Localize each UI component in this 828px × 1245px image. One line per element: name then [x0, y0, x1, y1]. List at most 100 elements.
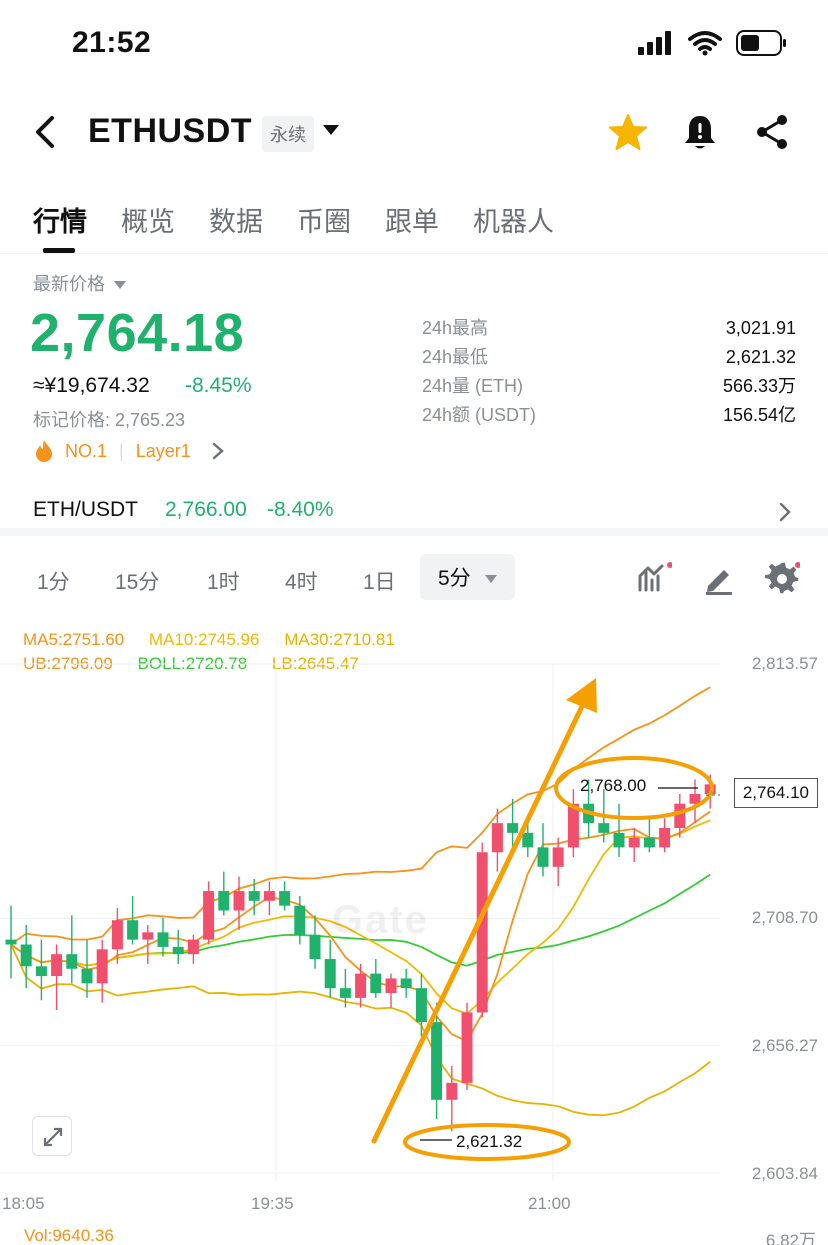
grid-lines [0, 663, 720, 1181]
stat-value-volume: 566.33万 [722, 376, 796, 396]
interval-1h[interactable]: 1时 [207, 571, 240, 594]
candle-body [431, 1022, 443, 1100]
low-highlight-ellipse [403, 1123, 571, 1161]
status-icons [638, 30, 788, 56]
stat-value-turnover: 156.54亿 [722, 405, 796, 425]
candle-body [35, 966, 47, 977]
ma10-line [10, 819, 711, 1015]
chevron-right-icon[interactable] [778, 502, 792, 522]
status-time: 21:52 [72, 26, 152, 59]
time-axis-label: 19:35 [251, 1194, 294, 1213]
share-icon[interactable] [752, 112, 792, 152]
candle-body [355, 973, 367, 998]
symbol-title[interactable]: ETHUSDT [88, 112, 253, 150]
candle-body [294, 905, 306, 935]
candle-body [111, 920, 123, 950]
spot-price: 2,766.00 [165, 498, 247, 521]
flame-icon [36, 440, 52, 462]
candle-body [598, 823, 610, 833]
interval-selected-5m[interactable]: 5分 [420, 554, 515, 600]
candle-body [263, 891, 275, 901]
annotations [371, 678, 720, 1161]
current-price-marker: 2,764.10 [733, 778, 818, 808]
rank-badge[interactable]: NO.1 [65, 440, 108, 461]
price-axis-label: 2,656.27 [751, 1036, 818, 1055]
spot-market-row[interactable]: ETH/USDT 2,766.00 -8.40% [0, 486, 828, 536]
candle-body [522, 832, 534, 848]
stat-label-high: 24h最高 [422, 318, 489, 338]
tab-data[interactable]: 数据 [209, 207, 263, 237]
price-alert-bell-icon[interactable] [680, 112, 720, 152]
candle-body [659, 827, 671, 848]
trend-arrow-shaft [371, 695, 589, 1144]
battery-icon [736, 30, 786, 56]
candle-body [400, 978, 412, 989]
candle-body [385, 978, 397, 994]
candle-body [446, 1082, 458, 1100]
interval-15m[interactable]: 15分 [115, 571, 160, 594]
candle-body [461, 1012, 473, 1083]
mark-price: 标记价格: 2,765.23 [33, 410, 186, 430]
chart-settings-gear-icon[interactable] [764, 560, 800, 596]
status-bar: 21:52 [0, 0, 828, 90]
tab-community[interactable]: 币圈 [297, 207, 351, 237]
boll-upper-line [10, 686, 711, 946]
low-annotation-label: 2,621.32 [456, 1132, 523, 1151]
spot-change-percent: -8.40% [267, 498, 334, 521]
stat-label-turnover: 24h额 (USDT) [422, 405, 537, 425]
stat-value-low: 2,621.32 [725, 347, 796, 367]
candle-body [203, 891, 215, 940]
rank-row: NO.1 | Layer1 [33, 436, 225, 466]
caret-down-icon [114, 281, 127, 290]
candle-body [339, 988, 351, 998]
candle-body [689, 794, 701, 804]
ma10-value: MA10:2745.96 [148, 630, 260, 649]
candle-body [187, 939, 199, 955]
candle-body [415, 988, 427, 1023]
active-tab-indicator [43, 248, 75, 253]
interval-4h[interactable]: 4时 [285, 571, 318, 594]
ma5-value: MA5:2751.60 [23, 630, 125, 649]
back-arrow-icon[interactable] [30, 112, 62, 152]
category-tag[interactable]: Layer1 [135, 440, 191, 461]
candle-body [157, 932, 169, 947]
cellular-signal-icon [638, 31, 671, 55]
tab-market[interactable]: 行情 [33, 207, 87, 237]
stats-values: 3,021.91 2,621.32 566.33万 156.54亿 [723, 314, 796, 430]
interval-1m[interactable]: 1分 [37, 571, 70, 594]
candle-body [507, 823, 519, 833]
candle-body [491, 823, 503, 853]
draw-pencil-icon[interactable] [702, 560, 738, 596]
latest-price-label[interactable]: 最新价格 [33, 270, 127, 296]
tab-overview[interactable]: 概览 [121, 207, 175, 237]
price-change-percent: -8.45% [185, 374, 252, 397]
favorite-star-icon[interactable] [608, 112, 648, 152]
candle-body [537, 847, 549, 867]
tab-copy-trading[interactable]: 跟单 [385, 207, 439, 237]
fullscreen-expand-button[interactable] [32, 1116, 72, 1156]
chevron-right-icon[interactable] [211, 442, 225, 460]
candle-body [127, 920, 139, 940]
price-axis-label: 2,708.70 [751, 908, 818, 927]
candle-body [233, 891, 245, 911]
indicators-icon[interactable] [636, 560, 672, 596]
trend-arrow-head [566, 678, 597, 713]
candle-body [20, 944, 32, 967]
volume-value: Vol:9640.36 [24, 1226, 114, 1245]
ma-indicator-row: MA5:2751.60 MA10:2745.96 MA30:2710.81 [23, 630, 395, 650]
candle-body [51, 954, 63, 977]
symbol-dropdown-icon[interactable] [322, 124, 340, 136]
candle-body [81, 968, 93, 984]
wifi-icon [688, 31, 722, 56]
tab-bots[interactable]: 机器人 [473, 207, 554, 237]
candle-body [628, 837, 640, 848]
ma30-value: MA30:2710.81 [284, 630, 395, 649]
interval-1d[interactable]: 1日 [363, 571, 396, 594]
candle-body [218, 891, 230, 911]
candlestick-plot[interactable] [0, 618, 828, 1238]
candle-body [643, 837, 655, 848]
high-highlight-ellipse [554, 756, 714, 820]
candle-body [309, 934, 321, 960]
kline-chart[interactable]: MA5:2751.60 MA10:2745.96 MA30:2710.81 UB… [0, 618, 828, 1245]
candle-body [142, 932, 154, 940]
